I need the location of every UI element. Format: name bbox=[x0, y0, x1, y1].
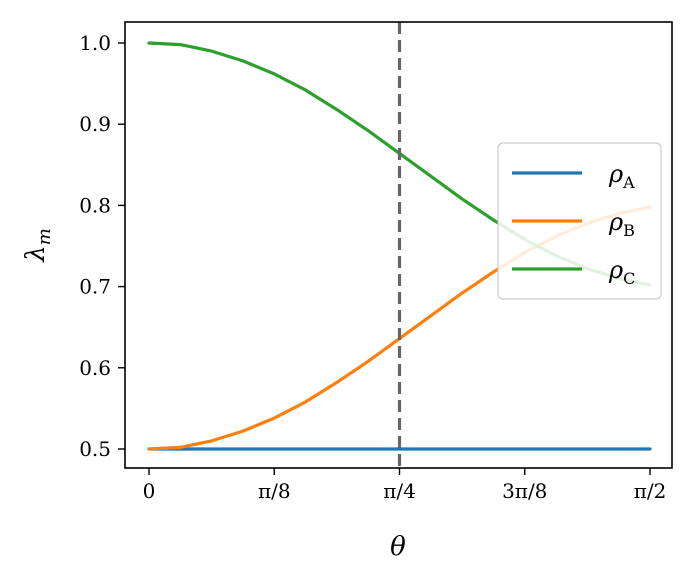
legend-label-sub: B bbox=[623, 221, 635, 240]
y-tick-label: 0.9 bbox=[79, 112, 111, 136]
x-tick-label: π/4 bbox=[383, 479, 416, 503]
legend-label: ρB bbox=[608, 208, 635, 240]
y-axis-title-sub: m bbox=[34, 228, 55, 245]
legend-label-main: ρ bbox=[608, 256, 623, 284]
y-tick-label: 0.8 bbox=[79, 193, 111, 217]
x-tick-label: 3π/8 bbox=[502, 479, 547, 503]
x-tick-label: π/8 bbox=[258, 479, 291, 503]
legend-label-sub: C bbox=[623, 269, 635, 288]
y-axis: 0.5 0.6 0.7 0.8 0.9 1.0 bbox=[79, 31, 125, 461]
y-axis-title: λm bbox=[21, 228, 55, 263]
x-tick-label: 0 bbox=[143, 479, 156, 503]
x-axis-title: θ bbox=[390, 532, 406, 562]
svg-text:λm: λm bbox=[21, 228, 55, 263]
legend-label: ρC bbox=[608, 256, 635, 288]
legend-label-main: ρ bbox=[608, 160, 623, 188]
legend-label: ρA bbox=[608, 160, 635, 192]
y-tick-label: 1.0 bbox=[79, 31, 111, 55]
legend-label-main: ρ bbox=[608, 208, 623, 236]
y-tick-label: 0.6 bbox=[79, 356, 111, 380]
y-axis-title-main: λ bbox=[21, 245, 51, 262]
legend-label-sub: A bbox=[622, 173, 635, 192]
y-tick-label: 0.5 bbox=[79, 437, 111, 461]
x-tick-label: π/2 bbox=[634, 479, 667, 503]
y-tick-label: 0.7 bbox=[79, 275, 111, 299]
x-axis: 0 π/8 π/4 3π/8 π/2 bbox=[143, 468, 667, 503]
plot-frame bbox=[124, 21, 673, 469]
